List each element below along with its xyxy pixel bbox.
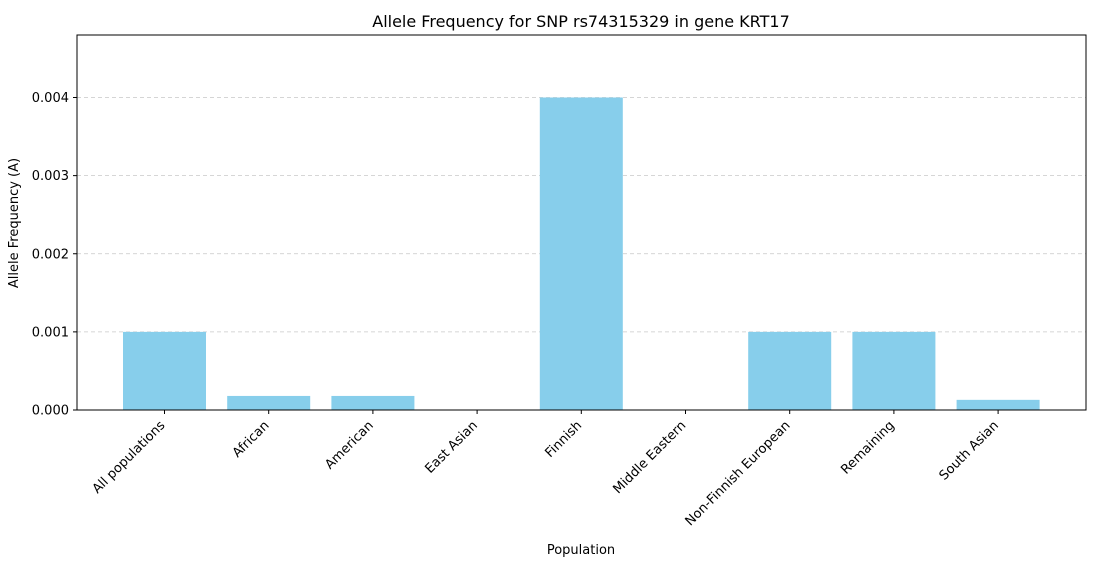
y-tick-label: 0.003 (32, 169, 69, 184)
y-tick-label: 0.004 (32, 91, 69, 106)
x-tick-label: All populations (90, 418, 169, 497)
bar (331, 395, 415, 410)
bar (956, 399, 1040, 410)
x-tick-label: Remaining (838, 418, 897, 477)
bar (852, 331, 936, 410)
x-tick-label: South Asian (937, 418, 1002, 483)
y-axis-ticks: 0.000 0.001 0.002 0.003 0.004 (32, 91, 77, 419)
bar (539, 97, 623, 410)
bar (227, 395, 311, 410)
bar (123, 331, 206, 410)
x-tick-label: Finnish (543, 418, 586, 461)
x-axis-label: Population (547, 543, 615, 558)
y-tick-label: 0.001 (32, 325, 69, 340)
y-axis-label: Allele Frequency (A) (7, 158, 22, 288)
x-axis-ticks: All populations African American East Asian… (90, 410, 1002, 529)
x-tick-label: American (322, 418, 376, 472)
y-tick-label: 0.002 (32, 247, 69, 262)
x-tick-label: Middle Eastern (610, 418, 689, 497)
x-tick-label: East Asian (422, 418, 480, 476)
x-tick-label: Non-Finnish European (683, 418, 794, 529)
chart-title: Allele Frequency for SNP rs74315329 in g… (372, 12, 790, 31)
bar (748, 331, 832, 410)
bars (123, 97, 1040, 410)
y-tick-label: 0.000 (32, 404, 69, 419)
x-tick-label: African (230, 418, 273, 461)
